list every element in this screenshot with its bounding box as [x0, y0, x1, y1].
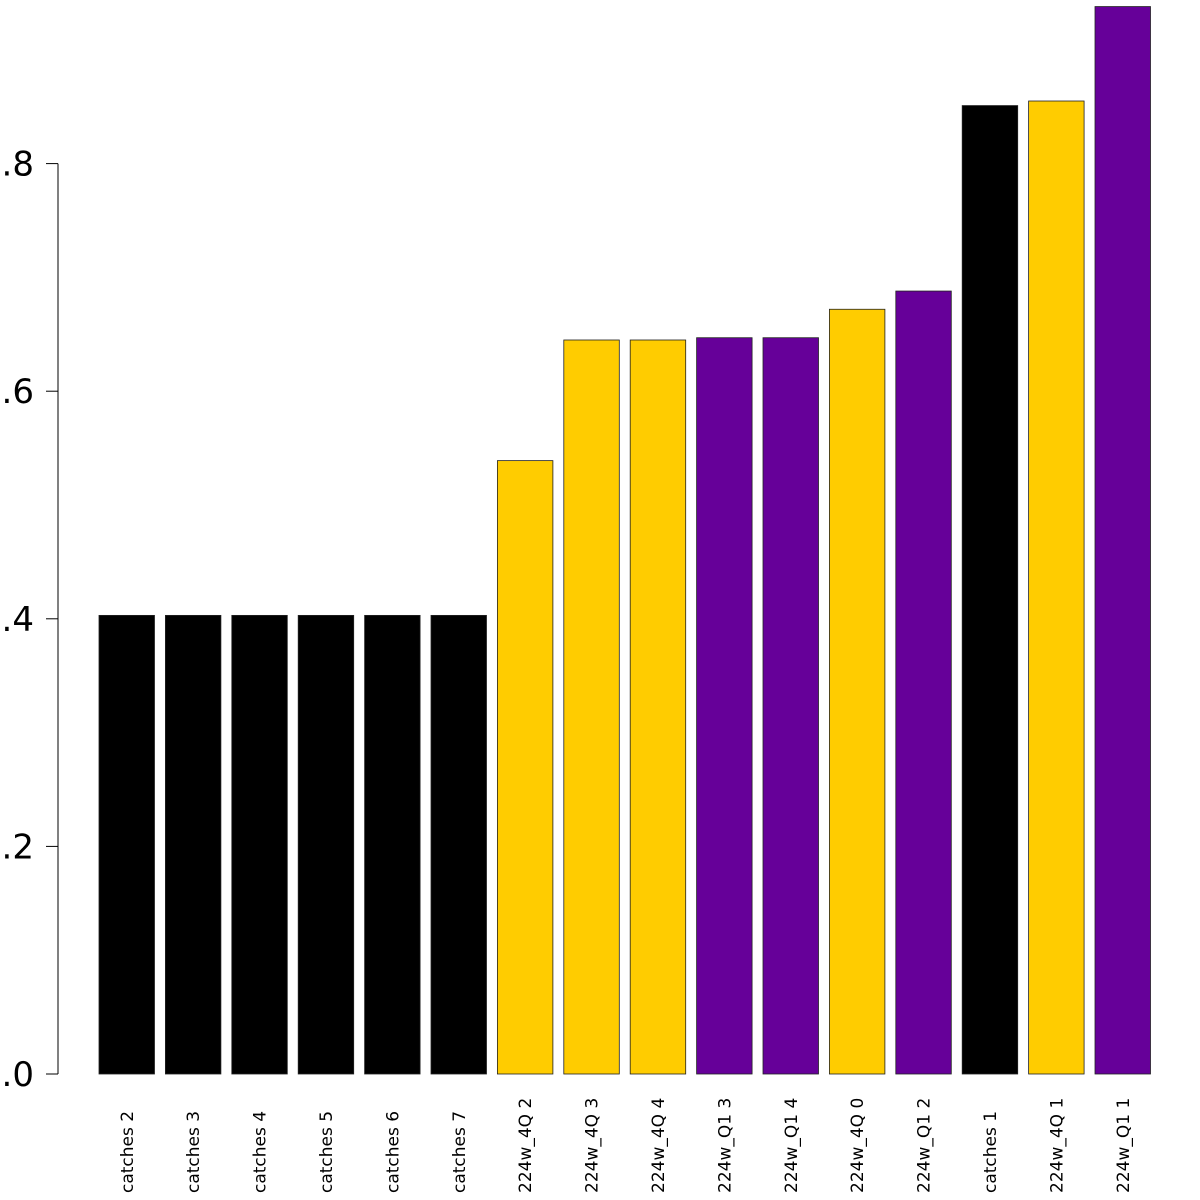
- bars: [98, 6, 1151, 1075]
- bar: [762, 337, 819, 1075]
- x-tick-label: 224w_4Q 3: [583, 1098, 603, 1193]
- x-tick-label: catches 5: [317, 1111, 337, 1193]
- x-tick-label: 224w_4Q 1: [1047, 1098, 1067, 1193]
- y-tick-label: 0.4: [0, 600, 34, 640]
- y-axis: 0.0 0.2 0.4 0.6 0.8: [0, 145, 59, 1095]
- bar: [829, 308, 886, 1075]
- x-tick-label: catches 4: [251, 1111, 271, 1193]
- x-tick-label: catches 3: [184, 1111, 204, 1193]
- x-tick-label: 224w_Q1 3: [715, 1098, 735, 1193]
- bar: [895, 290, 952, 1075]
- y-tick-label: 0.0: [0, 1055, 34, 1095]
- x-tick-label: 224w_Q1 2: [915, 1098, 935, 1193]
- bar: [696, 337, 753, 1075]
- y-tick-label: 0.6: [0, 372, 34, 412]
- y-tick-label: 0.2: [0, 827, 34, 867]
- bar: [496, 460, 554, 1075]
- bar: [164, 614, 222, 1075]
- y-tick-label: 0.8: [0, 145, 34, 185]
- bar: [297, 614, 355, 1075]
- x-tick-label: 224w_4Q 4: [649, 1098, 669, 1193]
- bar: [563, 339, 620, 1075]
- bar: [364, 614, 421, 1075]
- x-tick-label: 224w_Q1 4: [782, 1098, 802, 1193]
- x-tick-label: catches 7: [450, 1111, 470, 1193]
- bar: [1094, 6, 1151, 1075]
- x-tick-label: catches 6: [383, 1111, 403, 1193]
- x-tick-label: 224w_Q1 1: [1114, 1098, 1134, 1193]
- bar: [98, 614, 155, 1075]
- bar: [231, 614, 288, 1075]
- bar: [430, 614, 487, 1075]
- x-tick-label: catches 1: [981, 1111, 1001, 1193]
- bar: [1028, 100, 1085, 1075]
- x-tick-label: catches 2: [118, 1111, 138, 1193]
- bar: [961, 105, 1019, 1075]
- x-tick-labels: catches 2 catches 3 catches 4 catches 5 catc…: [118, 1098, 1134, 1193]
- x-tick-label: 224w_4Q 2: [516, 1098, 536, 1193]
- x-tick-label: 224w_4Q 0: [848, 1098, 868, 1193]
- bar: [629, 339, 687, 1075]
